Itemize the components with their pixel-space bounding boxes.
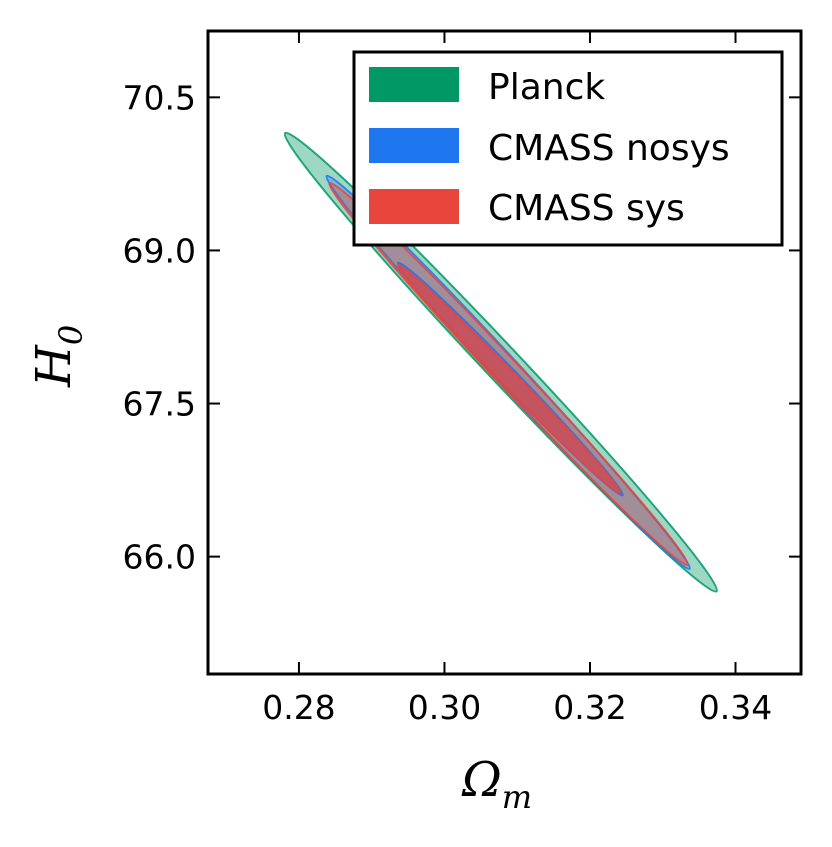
- y-axis-label-group: H0: [26, 325, 90, 388]
- contour-layer: [283, 131, 718, 593]
- y-axis-label-sub: 0: [52, 325, 90, 345]
- legend-swatch-cmass-nosys: [369, 128, 459, 163]
- y-tick-label-1: 67.5: [123, 385, 196, 424]
- x-tick-label-3: 0.34: [699, 688, 772, 727]
- legend-label-planck: Planck: [488, 67, 605, 108]
- x-axis-label-main: Ω: [461, 752, 502, 808]
- y-tick-label-3: 70.5: [123, 78, 196, 117]
- y-axis-label-main: H: [26, 344, 82, 388]
- legend-swatch-planck: [369, 67, 459, 102]
- x-tick-label-2: 0.32: [553, 688, 626, 727]
- legend-label-cmass-nosys: CMASS nosys: [488, 128, 730, 169]
- y-tick-label-0: 66.0: [123, 538, 196, 577]
- plot-frame: [206, 29, 803, 676]
- y-axis-label: H0: [26, 325, 90, 388]
- contour-cmass-sys-inner: [396, 263, 622, 495]
- legend-label-cmass-sys: CMASS sys: [488, 188, 685, 229]
- legend: Planck CMASS nosys CMASS sys: [352, 50, 784, 247]
- x-axis-label: Ωm: [461, 752, 532, 816]
- x-tick-label-0: 0.28: [262, 688, 335, 727]
- legend-swatch-cmass-sys: [369, 189, 459, 224]
- y-tick-label-2: 69.0: [123, 231, 196, 270]
- tick-layer: 0.28 0.30 0.32 0.34 66.0 67.5 69.0 70.5: [123, 31, 801, 727]
- x-axis-label-sub: m: [502, 778, 532, 816]
- x-tick-label-1: 0.30: [408, 688, 481, 727]
